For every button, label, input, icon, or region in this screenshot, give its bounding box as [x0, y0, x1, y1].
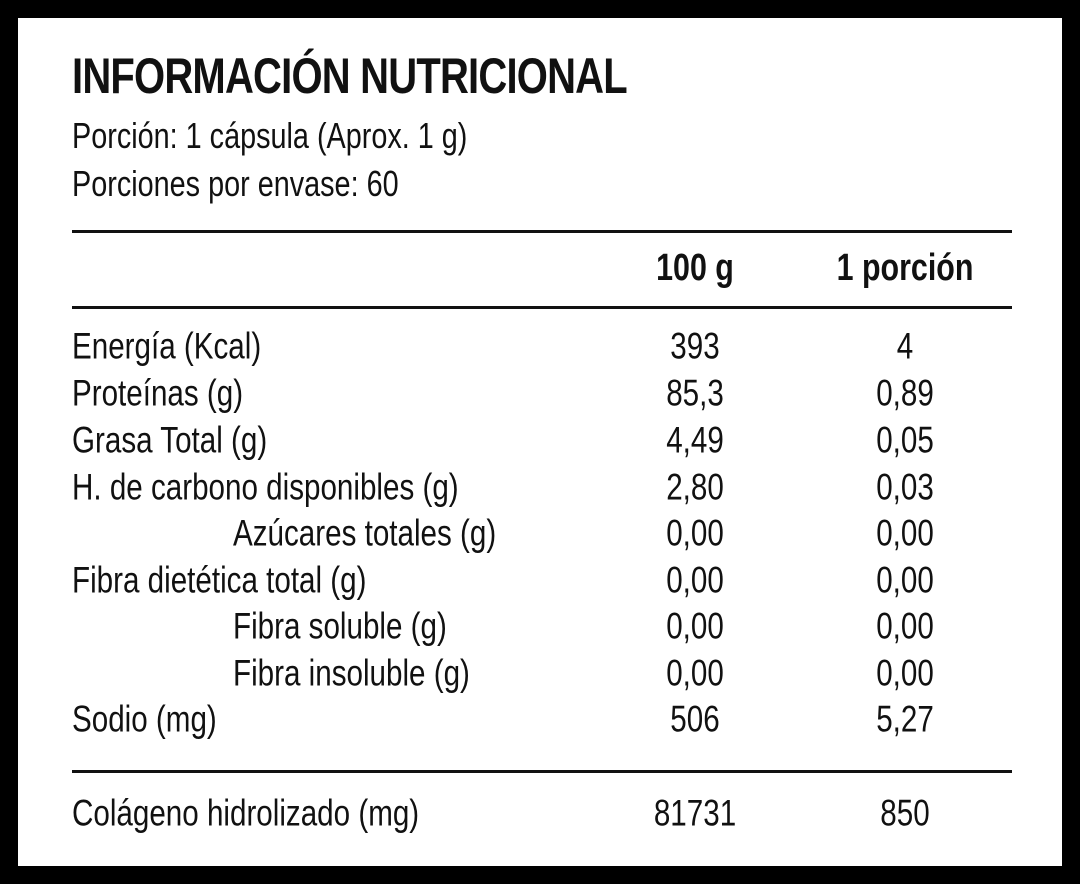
row-label: Grasa Total (g) [72, 419, 268, 461]
title: INFORMACIÓN NUTRICIONAL [72, 48, 628, 104]
row-label: H. de carbono disponibles (g) [72, 466, 459, 508]
row-label: Energía (Kcal) [72, 325, 262, 367]
row-label: Proteínas (g) [72, 372, 244, 414]
value-per-100g: 4,49 [666, 419, 724, 461]
rule [72, 306, 1012, 309]
value-per-serving: 0,00 [876, 605, 934, 647]
value-per-serving: 0,00 [876, 652, 934, 694]
value-per-serving: 5,27 [876, 698, 934, 740]
row-label: Sodio (mg) [72, 698, 217, 740]
nutrition-card: INFORMACIÓN NUTRICIONAL Porción: 1 cápsu… [18, 18, 1062, 866]
row-label: Fibra dietética total (g) [72, 559, 367, 601]
serving: Porción: 1 cápsula (Aprox. 1 g) [72, 115, 468, 156]
value-per-100g: 0,00 [666, 605, 724, 647]
value-per-serving: 4 [896, 325, 914, 367]
value-per-100g: 0,00 [666, 652, 724, 694]
value-per-serving: 0,00 [876, 559, 934, 601]
value-per-serving: 850 [880, 792, 930, 834]
row-label: Fibra soluble (g) [233, 605, 447, 647]
value-per-100g: 393 [670, 325, 720, 367]
value-per-serving: 0,03 [876, 466, 934, 508]
value-per-100g: 0,00 [666, 559, 724, 601]
value-per-100g: 506 [670, 698, 720, 740]
row-label: Fibra insoluble (g) [233, 652, 470, 694]
value-per-100g: 85,3 [666, 372, 724, 414]
value-per-100g: 0,00 [666, 512, 724, 554]
servings-per-container: Porciones por envase: 60 [72, 163, 399, 204]
column-header: 100 g [656, 247, 734, 289]
rule [72, 230, 1012, 233]
value-per-100g: 81731 [653, 792, 737, 834]
column-header: 1 porción [836, 247, 974, 289]
row-label: Colágeno hidrolizado (mg) [72, 792, 420, 834]
value-per-serving: 0,05 [876, 419, 934, 461]
row-label: Azúcares totales (g) [233, 512, 497, 554]
value-per-100g: 2,80 [666, 466, 724, 508]
value-per-serving: 0,89 [876, 372, 934, 414]
rule [72, 770, 1012, 773]
value-per-serving: 0,00 [876, 512, 934, 554]
